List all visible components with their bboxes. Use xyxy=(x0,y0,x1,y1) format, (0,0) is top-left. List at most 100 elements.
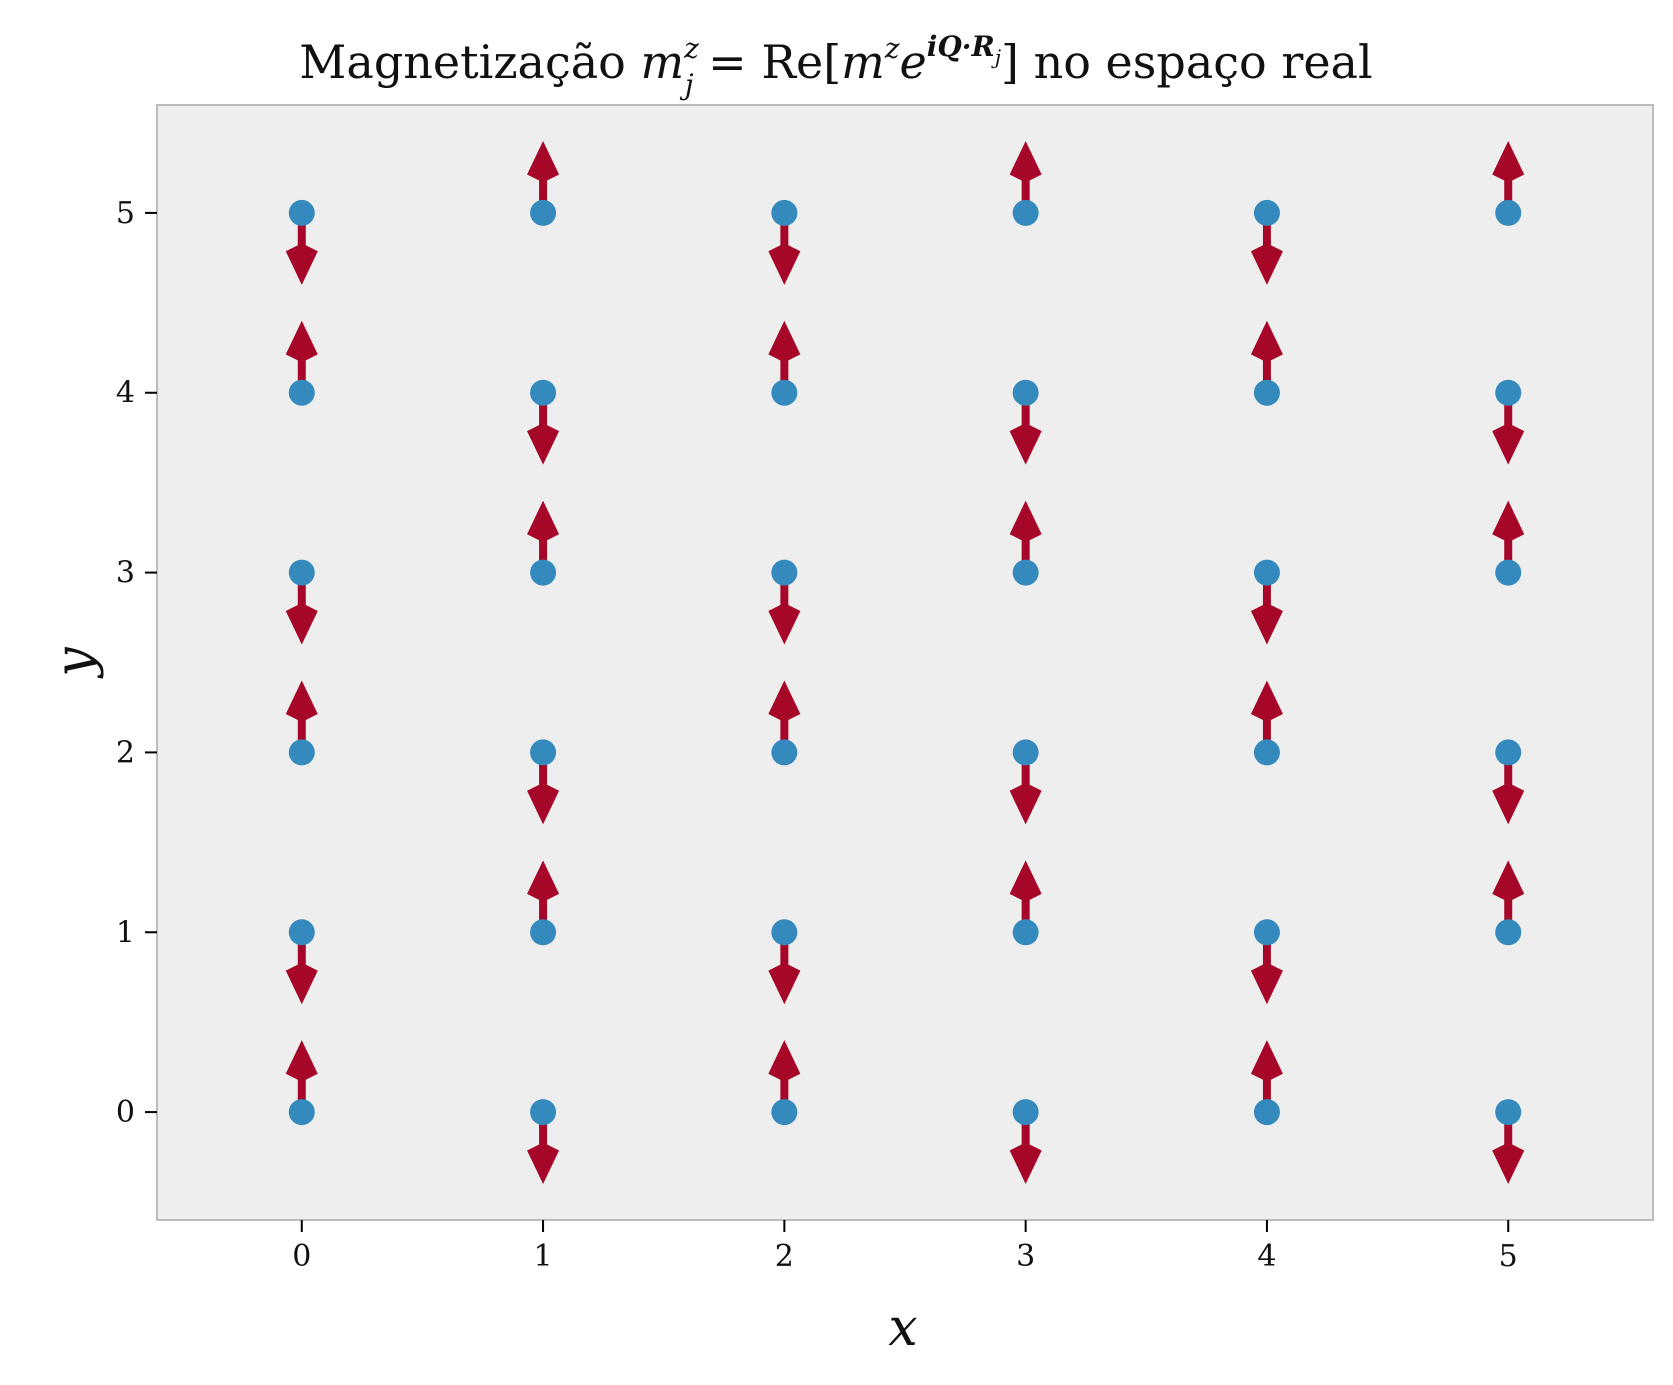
lattice-site-point xyxy=(771,199,798,226)
spin-down-arrow xyxy=(1492,1112,1525,1185)
lattice-site-point xyxy=(771,379,798,406)
spin-down-arrow xyxy=(768,572,801,645)
lattice-site-point xyxy=(288,739,315,766)
lattice-site-point xyxy=(1253,559,1280,586)
lattice-site-point xyxy=(1495,919,1522,946)
spin-up-arrow xyxy=(1492,860,1525,933)
lattice-site-point xyxy=(1253,919,1280,946)
spin-up-arrow xyxy=(1009,140,1042,213)
y-axis-ticks: 0 1 2 3 4 5 xyxy=(116,196,157,1130)
x-tick-label: 4 xyxy=(1257,1239,1276,1274)
x-tick-label: 2 xyxy=(775,1239,794,1274)
spin-up-arrow xyxy=(527,500,560,573)
lattice-sites xyxy=(288,199,1522,1126)
spin-up-arrow xyxy=(1492,500,1525,573)
spin-down-arrow xyxy=(527,392,560,465)
spin-down-arrow xyxy=(1009,1112,1042,1185)
spin-up-arrow xyxy=(768,320,801,393)
axes-background xyxy=(156,104,1654,1221)
lattice-site-point xyxy=(288,1099,315,1126)
x-axis-label: x xyxy=(888,1298,917,1358)
spin-down-arrow xyxy=(285,932,318,1005)
lattice-site-point xyxy=(1253,1099,1280,1126)
spin-up-arrow xyxy=(285,1040,318,1113)
spin-down-arrow xyxy=(1250,932,1283,1005)
spin-down-arrow xyxy=(1492,392,1525,465)
y-tick-label: 0 xyxy=(116,1095,135,1130)
title-exp: iQ·R xyxy=(927,30,995,63)
spin-down-arrow xyxy=(1009,752,1042,825)
spin-down-arrow xyxy=(1492,752,1525,825)
x-axis-ticks: 0 1 2 3 4 5 xyxy=(292,1220,1518,1274)
y-tick-label: 5 xyxy=(116,196,135,231)
spin-arrows xyxy=(285,140,1525,1185)
title-prefix: Magnetização xyxy=(299,35,640,89)
spin-up-arrow xyxy=(1250,320,1283,393)
spin-up-arrow xyxy=(1250,680,1283,753)
spin-down-arrow xyxy=(285,212,318,285)
y-tick-label: 1 xyxy=(116,915,135,950)
x-tick-label: 0 xyxy=(292,1239,311,1274)
title-sup-z: z xyxy=(683,32,699,65)
title-close: ] xyxy=(1001,35,1019,89)
lattice-site-point xyxy=(1012,739,1039,766)
lattice-site-point xyxy=(1495,199,1522,226)
lattice-site-point xyxy=(771,919,798,946)
lattice-site-point xyxy=(1495,559,1522,586)
spin-down-arrow xyxy=(768,932,801,1005)
lattice-site-point xyxy=(1495,379,1522,406)
lattice-site-point xyxy=(530,199,557,226)
lattice-site-point xyxy=(1495,739,1522,766)
x-tick-label: 5 xyxy=(1499,1239,1518,1274)
x-tick-label: 3 xyxy=(1016,1239,1035,1274)
title-exp-sub: j xyxy=(991,45,1001,69)
lattice-site-point xyxy=(1253,739,1280,766)
lattice-site-point xyxy=(1012,379,1039,406)
spin-up-arrow xyxy=(768,1040,801,1113)
title-m: m xyxy=(640,35,684,89)
lattice-site-point xyxy=(288,199,315,226)
lattice-site-point xyxy=(1253,379,1280,406)
lattice-site-point xyxy=(1012,199,1039,226)
title-eq: = Re[ xyxy=(694,35,842,89)
lattice-site-point xyxy=(771,739,798,766)
lattice-site-point xyxy=(1012,919,1039,946)
spin-down-arrow xyxy=(1250,212,1283,285)
spin-up-arrow xyxy=(1492,140,1525,213)
lattice-site-point xyxy=(1253,199,1280,226)
spin-up-arrow xyxy=(768,680,801,753)
y-tick-label: 4 xyxy=(116,376,135,411)
spin-up-arrow xyxy=(527,860,560,933)
title-m2: m xyxy=(841,35,885,89)
lattice-site-point xyxy=(530,559,557,586)
y-axis-label: y xyxy=(45,647,105,679)
lattice-site-point xyxy=(530,739,557,766)
spin-up-arrow xyxy=(527,140,560,213)
x-tick-label: 1 xyxy=(534,1239,553,1274)
spin-up-arrow xyxy=(285,680,318,753)
title-suffix: no espaço real xyxy=(1019,35,1373,89)
y-tick-label: 3 xyxy=(116,556,135,591)
lattice-site-point xyxy=(530,1099,557,1126)
spin-down-arrow xyxy=(768,212,801,285)
lattice-site-point xyxy=(288,919,315,946)
spin-up-arrow xyxy=(285,320,318,393)
spin-up-arrow xyxy=(1250,1040,1283,1113)
lattice-site-point xyxy=(771,559,798,586)
lattice-site-point xyxy=(1012,1099,1039,1126)
spin-down-arrow xyxy=(527,752,560,825)
spin-down-arrow xyxy=(1250,572,1283,645)
spin-down-arrow xyxy=(1009,392,1042,465)
lattice-site-point xyxy=(288,379,315,406)
title-e: e xyxy=(900,35,927,89)
title-sup-z2: z xyxy=(884,32,900,65)
lattice-site-point xyxy=(1495,1099,1522,1126)
spin-up-arrow xyxy=(1009,860,1042,933)
spin-down-arrow xyxy=(527,1112,560,1185)
y-tick-label: 2 xyxy=(116,735,135,770)
spin-up-arrow xyxy=(1009,500,1042,573)
chart-title: Magnetização mz j = Re[mzeiQ·Rj] no espaç… xyxy=(299,30,1372,101)
lattice-site-point xyxy=(771,1099,798,1126)
lattice-site-point xyxy=(530,919,557,946)
